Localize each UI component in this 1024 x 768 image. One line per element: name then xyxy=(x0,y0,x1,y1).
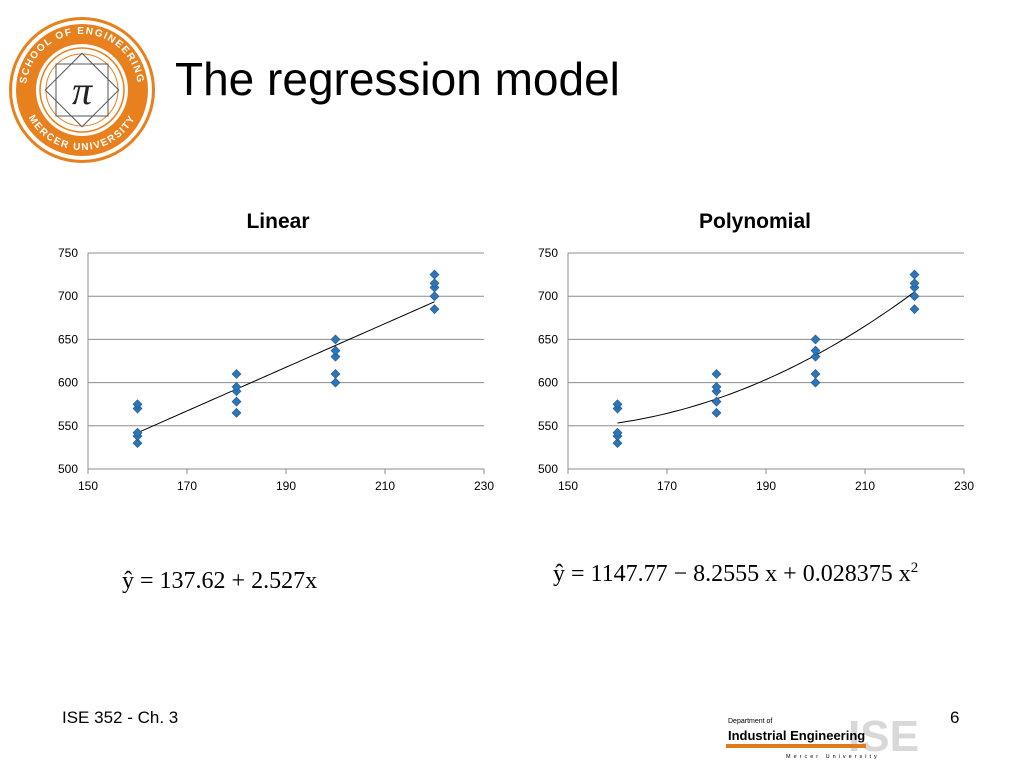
dept-logo-line3: Mercer University xyxy=(786,754,880,760)
data-point xyxy=(711,407,722,418)
x-tick-label: 190 xyxy=(276,479,296,493)
data-point xyxy=(330,377,341,388)
y-tick-label: 650 xyxy=(538,332,558,346)
data-point xyxy=(909,278,920,289)
data-point xyxy=(810,345,821,356)
y-tick-label: 500 xyxy=(538,462,558,476)
data-point xyxy=(429,269,440,280)
slide-title: The regression model xyxy=(175,53,620,105)
x-tick-label: 170 xyxy=(657,479,677,493)
svg-text:π: π xyxy=(72,68,93,113)
data-point xyxy=(231,369,242,379)
data-point xyxy=(612,438,623,449)
data-point xyxy=(132,438,143,449)
y-tick-label: 700 xyxy=(538,289,558,303)
data-point xyxy=(330,369,341,379)
x-tick-label: 210 xyxy=(855,479,875,493)
data-point xyxy=(810,369,821,379)
y-tick-label: 750 xyxy=(58,246,78,260)
data-point xyxy=(810,377,821,388)
x-tick-label: 170 xyxy=(177,479,197,493)
data-point xyxy=(909,291,920,302)
school-of-engineering-seal-logo: π SCHOOL OF ENGINEERING MERCER UNIVERSIT… xyxy=(9,17,155,163)
dept-logo-line2: Industrial Engineering xyxy=(728,728,866,743)
y-tick-label: 550 xyxy=(58,419,78,433)
dept-logo-bar xyxy=(726,744,866,748)
data-point xyxy=(132,399,143,410)
data-point xyxy=(429,304,440,315)
data-point xyxy=(711,381,722,392)
x-tick-label: 230 xyxy=(474,479,494,493)
trend-line xyxy=(617,291,915,424)
polynomial-chart-title: Polynomial xyxy=(698,210,812,233)
data-point xyxy=(429,291,440,302)
linear-regression-equation: ŷ = 137.62 + 2.527x xyxy=(122,568,318,594)
data-point xyxy=(909,269,920,280)
data-point xyxy=(429,278,440,289)
data-point xyxy=(711,396,722,407)
y-tick-label: 600 xyxy=(58,376,78,390)
data-point xyxy=(330,334,341,345)
dept-logo-line1: Department of xyxy=(728,718,773,725)
trend-line xyxy=(137,301,435,434)
data-point xyxy=(231,396,242,407)
data-point xyxy=(810,334,821,345)
page-number: 6 xyxy=(950,708,960,727)
y-tick-label: 650 xyxy=(58,332,78,346)
data-point xyxy=(330,351,341,362)
linear-chart-title: Linear xyxy=(246,210,310,233)
x-tick-label: 210 xyxy=(375,479,395,493)
y-tick-label: 500 xyxy=(58,462,78,476)
y-tick-label: 700 xyxy=(58,289,78,303)
x-tick-label: 150 xyxy=(558,479,578,493)
footer-course-label: ISE 352 - Ch. 3 xyxy=(62,708,179,727)
data-point xyxy=(231,381,242,392)
polynomial-regression-equation: ŷ = 1147.77 − 8.2555 x + 0.028375 x2 xyxy=(553,560,918,588)
data-point xyxy=(231,407,242,418)
data-point xyxy=(132,427,143,438)
y-tick-label: 750 xyxy=(538,246,558,260)
ise-logo-letters: ISE xyxy=(848,712,919,761)
polynomial-equation-main: ŷ = 1147.77 − 8.2555 x + 0.028375 x xyxy=(553,561,911,587)
data-point xyxy=(810,351,821,362)
data-point xyxy=(909,304,920,315)
y-tick-label: 600 xyxy=(538,376,558,390)
x-tick-label: 230 xyxy=(954,479,974,493)
data-point xyxy=(612,399,623,410)
data-point xyxy=(612,427,623,438)
linear-scatter-chart: 500 550 600 650 700 750 150 170 190 210 230 xyxy=(58,246,494,493)
data-point xyxy=(330,345,341,356)
x-tick-label: 190 xyxy=(756,479,776,493)
data-point xyxy=(711,369,722,379)
polynomial-scatter-chart: 500 550 600 650 700 750 150 170 190 210 230 xyxy=(538,246,974,493)
polynomial-equation-exponent: 2 xyxy=(910,560,919,576)
industrial-engineering-dept-logo: ISE Department of Industrial Engineering… xyxy=(726,712,922,764)
y-tick-label: 550 xyxy=(538,419,558,433)
x-tick-label: 150 xyxy=(78,479,98,493)
